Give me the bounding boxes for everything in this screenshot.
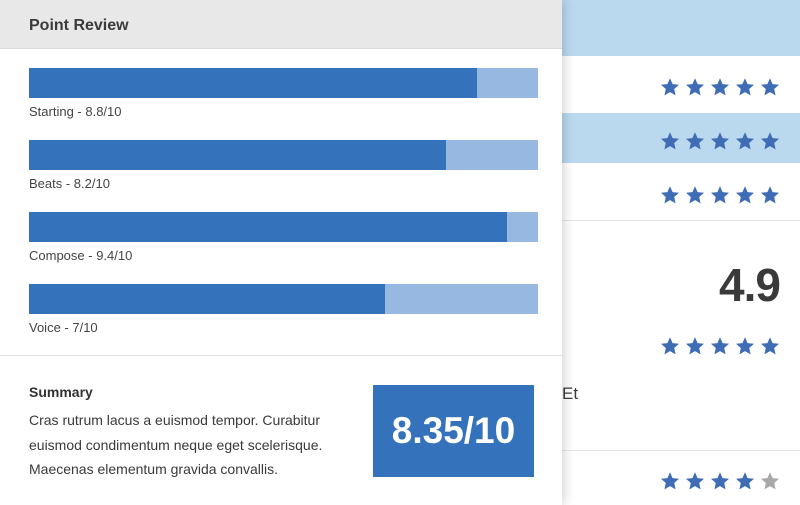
partial-text: Et [562,384,579,403]
star-icon [761,337,779,355]
star-icon [686,186,704,204]
star-icon [711,186,729,204]
rating-stars-row-2 [660,131,780,151]
score-bar-track [29,284,538,314]
star-icon [736,78,754,96]
rating-stars-row-3 [660,185,780,205]
review-label: Voice - 7/10 [29,320,98,335]
summary-line: Maecenas elementum gravida convallis. [29,461,279,477]
star-icon [661,78,679,96]
score-bar-track [29,140,538,170]
review-list: Starting - 8.8/10 Beats - 8.2/10 Compose… [0,49,562,355]
review-label: Compose - 9.4/10 [29,248,133,263]
star-icon [761,132,779,150]
star-icon [736,132,754,150]
score-bar-track [29,212,538,242]
star-icon [686,337,704,355]
star-icon [686,78,704,96]
total-score-box: 8.35/10 [373,385,534,477]
score-bar-fill [29,140,447,170]
card-title: Point Review [0,0,562,49]
star-icon [736,186,754,204]
summary-title: Summary [29,384,93,400]
summary-text: Cras rutrum lacus a euismod tempor. Cura… [29,408,349,482]
review-label: Starting - 8.8/10 [29,104,122,119]
star-icon [761,472,779,490]
score-bar-fill [29,284,386,314]
point-review-card: Point Review Starting - 8.8/10 Beats - 8… [0,0,562,482]
review-label: Beats - 8.2/10 [29,176,110,191]
score-bar-fill [29,212,508,242]
review-item-beats: Beats - 8.2/10 [29,140,538,191]
star-icon [661,186,679,204]
score-bar-track [29,68,538,98]
star-icon [661,132,679,150]
star-icon [686,132,704,150]
rating-stars-row-1 [660,77,780,97]
star-icon [711,132,729,150]
star-icon [711,337,729,355]
review-item-compose: Compose - 9.4/10 [29,212,538,263]
star-icon [686,472,704,490]
score-bar-fill [29,68,477,98]
star-icon [711,78,729,96]
summary-line: Cras rutrum lacus a euismod tempor. Cura… [29,412,320,428]
star-icon [711,472,729,490]
card-divider [0,355,562,356]
overall-rating-stars [660,336,780,356]
summary-line: euismod condimentum neque eget scelerisq… [29,436,323,453]
rating-stars-bottom [660,471,780,491]
star-icon [761,78,779,96]
review-item-voice: Voice - 7/10 [29,284,538,335]
star-icon [761,186,779,204]
star-icon [736,472,754,490]
overall-rating-value: 4.9 [719,259,781,311]
star-icon [736,337,754,355]
star-icon [661,337,679,355]
star-icon [661,472,679,490]
review-item-starting: Starting - 8.8/10 [29,68,538,119]
